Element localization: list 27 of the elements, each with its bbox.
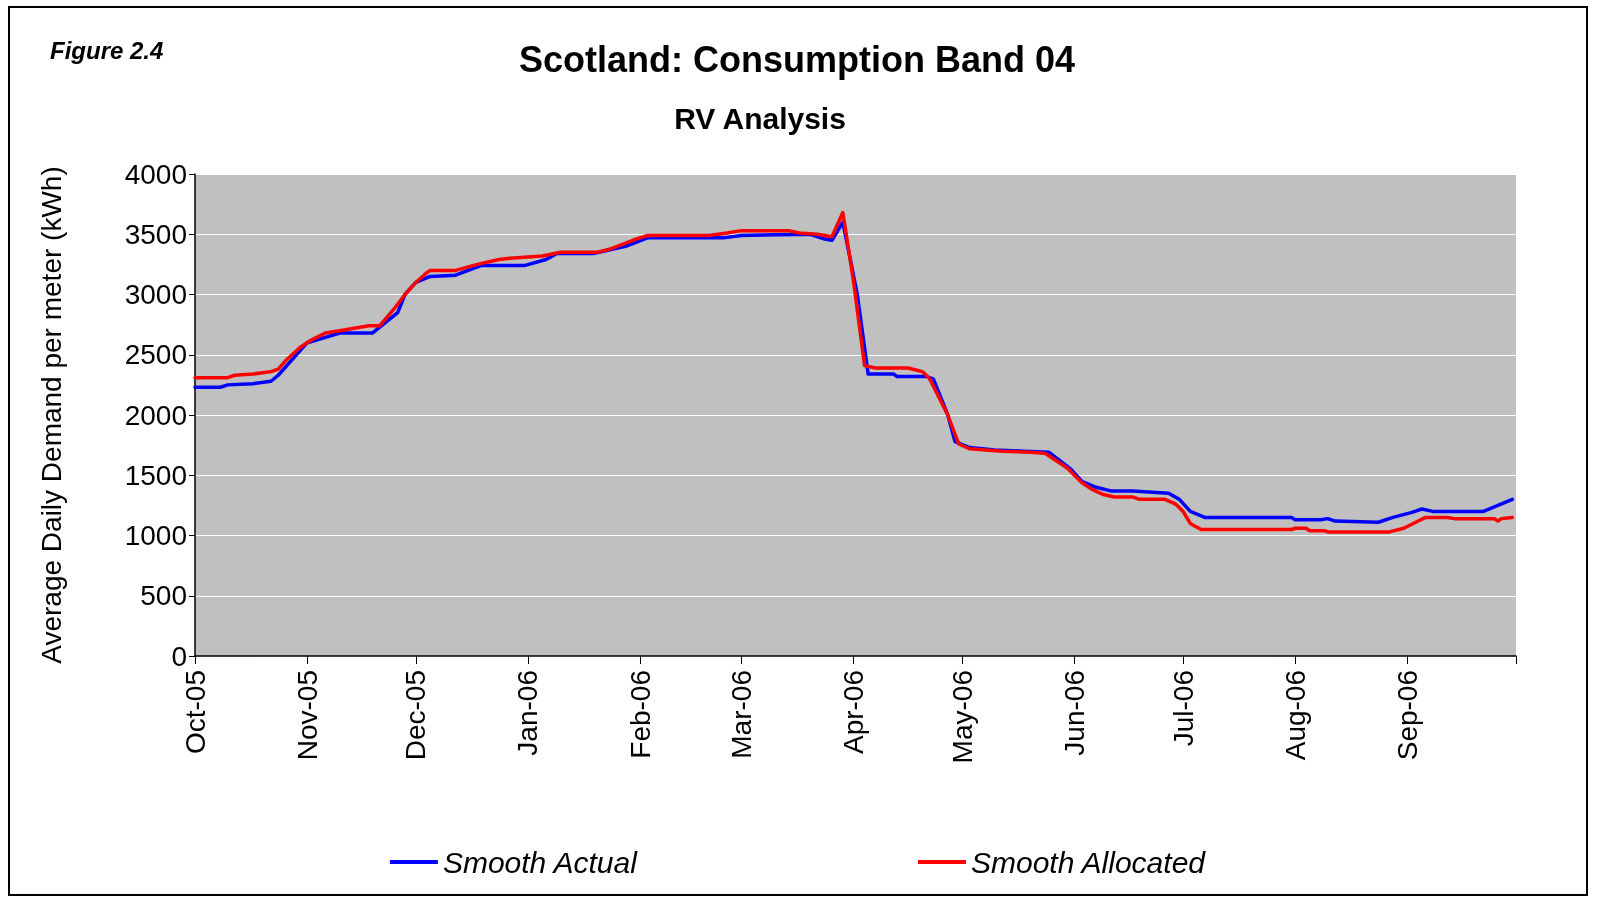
x-tick-label: Jun-06 bbox=[1058, 670, 1090, 756]
y-tick-label: 500 bbox=[140, 580, 187, 612]
y-axis-title: Average Daily Demand per meter (kWh) bbox=[35, 166, 67, 664]
x-tick-label: Mar-06 bbox=[726, 670, 757, 759]
y-tick-label: 0 bbox=[171, 640, 187, 672]
x-tick-label: Sep-06 bbox=[1391, 670, 1423, 761]
y-tick-label: 4000 bbox=[124, 158, 187, 190]
chart-title: Scotland: Consumption Band 04 bbox=[518, 38, 1076, 80]
x-tick-label: Oct-05 bbox=[179, 670, 211, 755]
x-tick-label: Dec-05 bbox=[400, 670, 432, 761]
y-tick-label: 1500 bbox=[124, 459, 187, 491]
y-tick-label: 1000 bbox=[124, 520, 187, 551]
x-tick-label: May-06 bbox=[946, 670, 978, 764]
caption: Figure 2.4 bbox=[50, 36, 164, 64]
x-tick-label: Aug-06 bbox=[1279, 670, 1311, 761]
y-tick-label: 3000 bbox=[124, 279, 187, 310]
y-tick-label: 2000 bbox=[124, 399, 187, 431]
x-tick-label: Feb-06 bbox=[624, 670, 656, 759]
y-tick-label: 3500 bbox=[124, 218, 187, 250]
chart-subtitle: RV Analysis bbox=[674, 101, 846, 135]
x-tick-label: Apr-06 bbox=[838, 670, 870, 755]
x-tick-label: Nov-05 bbox=[291, 670, 323, 761]
legend-label: Smooth Actual bbox=[442, 845, 639, 879]
x-tick-label: Jul-06 bbox=[1167, 670, 1199, 747]
y-tick-label: 2500 bbox=[124, 339, 187, 371]
x-tick-label: Jan-06 bbox=[512, 670, 544, 756]
legend-label: Smooth Allocated bbox=[970, 845, 1207, 879]
